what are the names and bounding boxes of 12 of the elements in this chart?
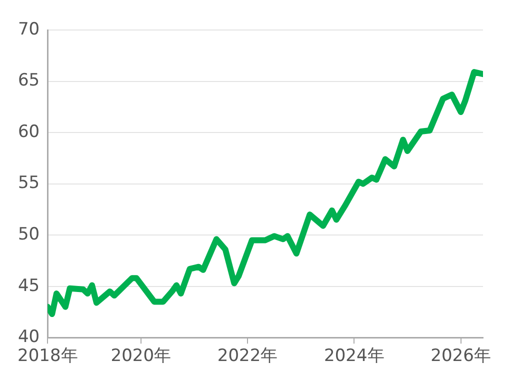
y-tick-label: 60 <box>18 122 40 142</box>
y-tick-label: 40 <box>18 327 40 348</box>
x-tick-label: 2020年 <box>110 346 172 366</box>
x-tick-label: 2022年 <box>217 346 278 366</box>
y-tick-label: 70 <box>18 19 40 40</box>
x-tick-label: 2024年 <box>324 346 384 366</box>
x-tick-label: 2026年 <box>430 346 491 366</box>
x-tick-label: 2018年 <box>18 346 78 366</box>
y-tick-label: 50 <box>18 224 40 244</box>
y-tick-label: 65 <box>18 70 40 91</box>
y-tick-label: 45 <box>18 276 40 296</box>
y-tick-label: 55 <box>18 173 40 194</box>
